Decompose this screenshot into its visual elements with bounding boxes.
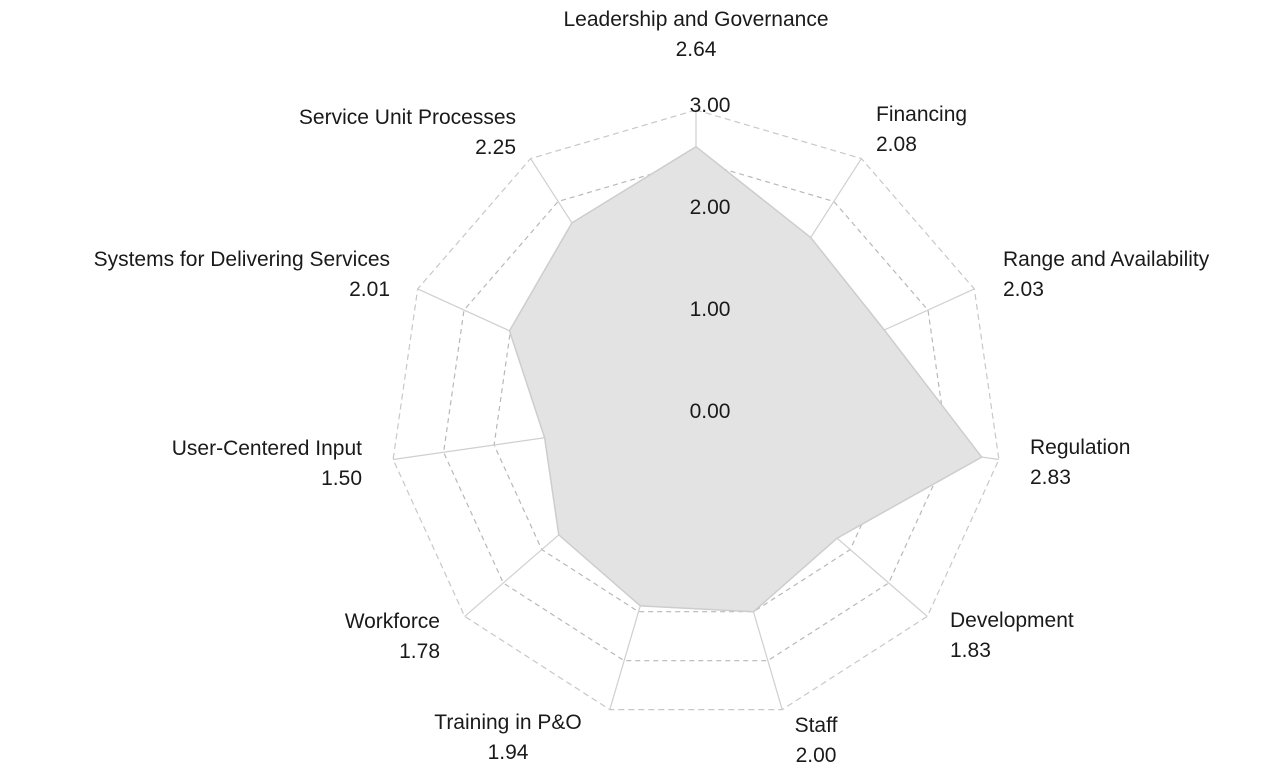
category-label: Workforce bbox=[345, 610, 440, 633]
radial-tick-label: 3.00 bbox=[690, 94, 731, 117]
radial-tick-labels: 0.00 1.00 2.00 3.00 bbox=[690, 94, 731, 423]
grid-ring bbox=[442, 160, 950, 662]
category-value-label: 2.03 bbox=[1003, 278, 1044, 301]
category-label: Financing bbox=[876, 103, 967, 126]
radial-tick-label: 0.00 bbox=[690, 400, 731, 423]
category-label: Training in P&O bbox=[434, 711, 581, 734]
category-value-label: 1.78 bbox=[399, 640, 440, 663]
category-value-label: 2.64 bbox=[676, 38, 717, 61]
category-value-label: 2.25 bbox=[475, 136, 516, 159]
category-label: Regulation bbox=[1030, 436, 1130, 459]
category-label: User-Centered Input bbox=[172, 437, 362, 460]
category-value-label: 1.83 bbox=[950, 639, 991, 662]
category-value-label: 2.83 bbox=[1030, 466, 1071, 489]
series-area bbox=[508, 145, 983, 613]
category-label: Staff bbox=[795, 714, 838, 737]
category-label: Range and Availability bbox=[1003, 248, 1210, 271]
category-labels: Leadership and Governance 2.64 Financing 2.… bbox=[94, 8, 1210, 767]
category-value-label: 2.08 bbox=[876, 133, 917, 156]
category-label: Systems for Delivering Services bbox=[94, 248, 390, 271]
grid-ring bbox=[392, 109, 1000, 711]
category-label: Development bbox=[950, 609, 1074, 632]
radial-tick-label: 1.00 bbox=[690, 298, 731, 321]
category-label: Leadership and Governance bbox=[563, 8, 828, 31]
category-value-label: 2.01 bbox=[349, 278, 390, 301]
radial-tick-label: 2.00 bbox=[690, 196, 731, 219]
category-value-label: 1.50 bbox=[321, 467, 362, 490]
category-label: Service Unit Processes bbox=[299, 106, 516, 129]
category-value-label: 2.00 bbox=[796, 744, 837, 767]
category-value-label: 1.94 bbox=[488, 741, 529, 764]
